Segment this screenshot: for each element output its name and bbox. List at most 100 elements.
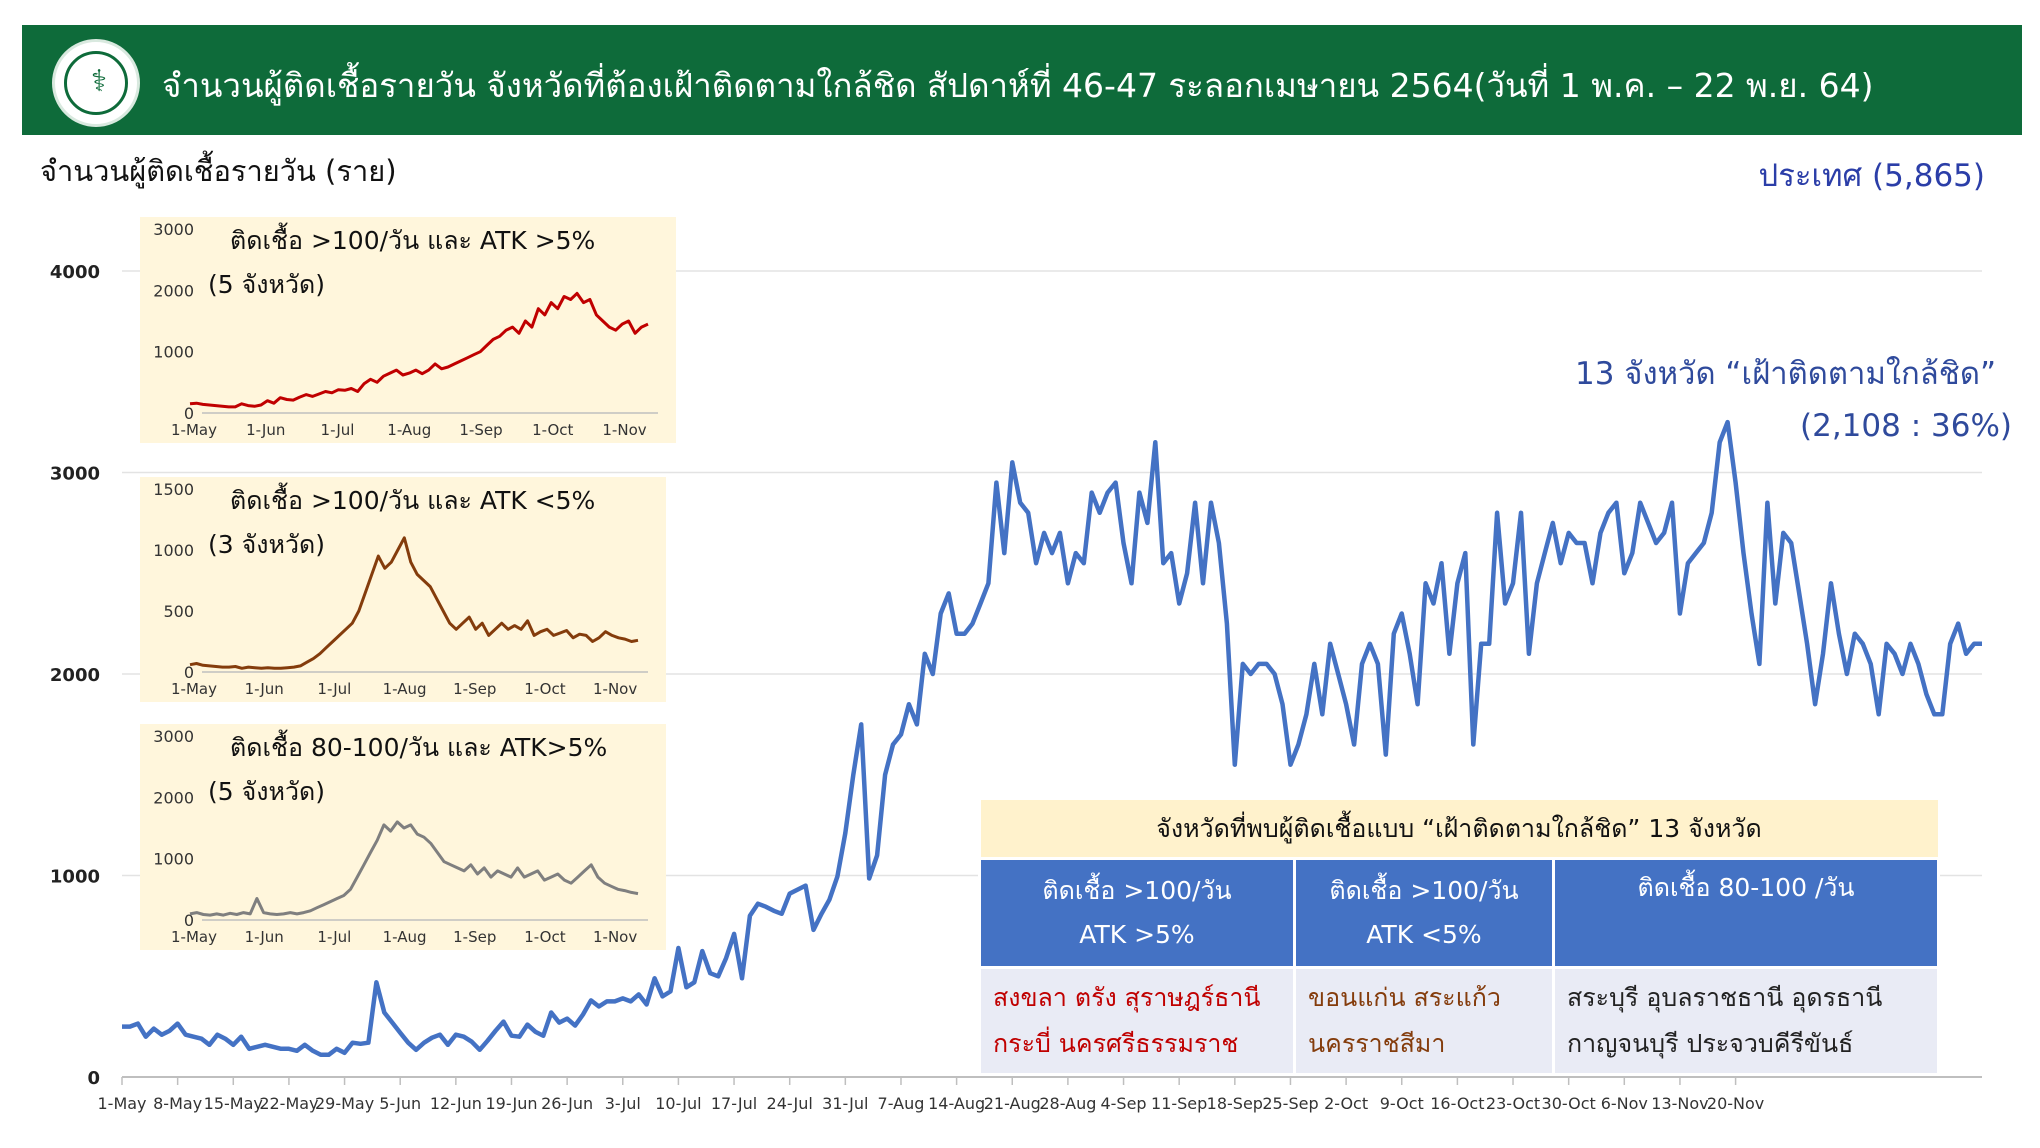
header-banner: ⚕ จำนวนผู้ติดเชื้อรายวัน จังหวัดที่ต้องเ… <box>22 25 2022 135</box>
table-cell-col1: สงขลา ตรัง สุราษฎร์ธานี กระบี่ นครศรีธรร… <box>978 966 1296 1076</box>
inset-x-tick-label: 1-Jun <box>245 928 284 946</box>
main-x-tick-label: 4-Sep <box>1100 1094 1146 1113</box>
table-header-col3: ติดเชื้อ 80-100 /วัน <box>1552 857 1940 969</box>
main-x-tick-label: 26-Jun <box>541 1094 593 1113</box>
main-x-tick-label: 3-Jul <box>605 1094 641 1113</box>
col1-head-line1: ติดเชื้อ >100/วัน <box>1042 876 1232 905</box>
main-x-tick-label: 1-May <box>97 1094 146 1113</box>
main-x-tick-label: 11-Sep <box>1151 1094 1207 1113</box>
inset-series-line <box>189 536 639 670</box>
main-x-tick-label: 14-Aug <box>928 1094 985 1113</box>
main-x-tick-label: 19-Jun <box>485 1094 537 1113</box>
main-x-tick-label: 12-Jun <box>430 1094 482 1113</box>
main-x-tick-label: 31-Jul <box>822 1094 868 1113</box>
main-x-tick-label: 20-Nov <box>1707 1094 1764 1113</box>
inset-x-tick-label: 1-Nov <box>593 680 637 698</box>
inset-x-tick-label: 1-Nov <box>593 928 637 946</box>
main-x-tick-label: 13-Nov <box>1651 1094 1708 1113</box>
inset-chart-atk-high: 0 1000 2000 3000 1-May 1-Jun 1-Jul 1-Aug 1-Sep 1-… <box>140 217 676 443</box>
main-x-tick-label: 2-Oct <box>1324 1094 1368 1113</box>
main-y-tick-label: 1000 <box>50 867 100 888</box>
main-x-tick-label: 30-Oct <box>1542 1094 1596 1113</box>
inset-chart-80-100: 0 1000 2000 3000 1-May 1-Jun 1-Jul 1-Aug 1-Sep 1-… <box>140 724 666 950</box>
main-x-tick-label: 15-May <box>204 1094 263 1113</box>
inset-series-line <box>189 291 649 409</box>
inset-x-tick-label: 1-Jun <box>246 421 285 439</box>
inset-x-tick-label: 1-Sep <box>459 421 502 439</box>
main-y-tick-label: 3000 <box>50 464 100 485</box>
inset-x-tick-label: 1-Jul <box>317 928 351 946</box>
inset-x-tick-label: 1-Jul <box>317 680 351 698</box>
inset-y-tick-label: 0 <box>184 404 194 423</box>
table-title: จังหวัดที่พบผู้ติดเชื้อแบบ “เฝ้าติดตามใก… <box>978 798 1940 860</box>
inset-x-tick-label: 1-Sep <box>453 680 496 698</box>
main-y-tick-label: 0 <box>87 1068 100 1089</box>
inset-y-tick-label: 1000 <box>153 343 194 362</box>
inset-x-tick-label: 1-Aug <box>387 421 431 439</box>
table-cell-col3: สระบุรี อุบลราชธานี อุดรธานี กาญจนบุรี ป… <box>1552 966 1940 1076</box>
province-table: จังหวัดที่พบผู้ติดเชื้อแบบ “เฝ้าติดตามใก… <box>978 798 1940 1076</box>
main-x-tick-label: 6-Nov <box>1601 1094 1648 1113</box>
inset-y-tick-label: 1000 <box>153 850 194 869</box>
inset-chart-atk-low: 0 500 1000 1500 1-May 1-Jun 1-Jul 1-Aug 1-Sep 1-O… <box>140 477 666 702</box>
inset-title: ติดเชื้อ >100/วัน และ ATK >5% <box>230 222 595 255</box>
main-x-tick-label: 17-Jul <box>711 1094 757 1113</box>
main-y-tick-label: 2000 <box>50 665 100 686</box>
main-x-tick-label: 22-May <box>259 1094 318 1113</box>
inset-title: ติดเชื้อ >100/วัน และ ATK <5% <box>230 482 595 515</box>
inset-x-tick-label: 1-Jun <box>245 680 284 698</box>
main-x-tick-label: 7-Aug <box>878 1094 925 1113</box>
inset-x-tick-label: 1-May <box>171 928 217 946</box>
main-x-tick-label: 23-Oct <box>1486 1094 1540 1113</box>
table-header-col2: ติดเชื้อ >100/วัน ATK <5% <box>1293 857 1555 969</box>
inset-subtitle: (3 จังหวัด) <box>208 530 325 559</box>
page-title: จำนวนผู้ติดเชื้อรายวัน จังหวัดที่ต้องเฝ้… <box>162 66 1874 105</box>
col1-head-line2: ATK >5% <box>1079 920 1195 949</box>
main-x-tick-label: 18-Sep <box>1207 1094 1263 1113</box>
inset-background <box>140 724 666 950</box>
inset-y-tick-label: 1000 <box>153 541 194 560</box>
inset-x-tick-label: 1-Oct <box>524 680 565 698</box>
inset-y-tick-label: 3000 <box>153 727 194 746</box>
col2-head-line2: ATK <5% <box>1366 920 1482 949</box>
inset-x-tick-label: 1-Nov <box>602 421 646 439</box>
inset-x-tick-label: 1-May <box>171 680 217 698</box>
country-total-label: ประเทศ (5,865) <box>1758 158 1985 194</box>
inset-x-tick-label: 1-May <box>171 421 217 439</box>
col2-line1: ขอนแก่น สระแก้ว <box>1308 983 1501 1012</box>
inset-x-tick-label: 1-Sep <box>453 928 496 946</box>
main-x-tick-label: 8-May <box>153 1094 202 1113</box>
inset-subtitle: (5 จังหวัด) <box>208 777 325 806</box>
inset-background <box>140 477 666 702</box>
col1-line1: สงขลา ตรัง สุราษฎร์ธานี <box>993 983 1261 1012</box>
annotation-provinces: 13 จังหวัด “เฝ้าติดตามใกล้ชิด” <box>1575 356 1997 392</box>
main-x-tick-label: 16-Oct <box>1430 1094 1484 1113</box>
main-y-tick-label: 4000 <box>50 262 100 283</box>
inset-title: ติดเชื้อ 80-100/วัน และ ATK>5% <box>230 729 607 762</box>
main-x-tick-label: 10-Jul <box>655 1094 701 1113</box>
col3-head-line1: ติดเชื้อ 80-100 /วัน <box>1637 873 1855 902</box>
inset-x-tick-label: 1-Oct <box>524 928 565 946</box>
ministry-seal-logo: ⚕ <box>52 39 140 127</box>
caduceus-icon: ⚕ <box>90 64 108 99</box>
col3-line2: กาญจนบุรี ประจวบคีรีขันธ์ <box>1567 1029 1854 1058</box>
main-x-tick-label: 29-May <box>315 1094 374 1113</box>
main-x-tick-label: 28-Aug <box>1039 1094 1096 1113</box>
col3-line1: สระบุรี อุบลราชธานี อุดรธานี <box>1567 983 1883 1012</box>
annotation-ratio: (2,108 : 36%) <box>1800 408 2012 444</box>
main-x-tick-label: 21-Aug <box>984 1094 1041 1113</box>
inset-y-tick-label: 500 <box>163 602 194 621</box>
main-x-tick-label: 24-Jul <box>767 1094 813 1113</box>
inset-y-tick-label: 1500 <box>153 480 194 499</box>
main-x-tick-label: 5-Jun <box>379 1094 421 1113</box>
inset-background <box>140 217 676 443</box>
table-cell-col2: ขอนแก่น สระแก้ว นครราชสีมา <box>1293 966 1555 1076</box>
seal-ring: ⚕ <box>64 51 128 115</box>
inset-y-tick-label: 3000 <box>153 220 194 239</box>
table-header-col1: ติดเชื้อ >100/วัน ATK >5% <box>978 857 1296 969</box>
inset-x-tick-label: 1-Jul <box>321 421 355 439</box>
main-series-line <box>122 419 1982 1058</box>
col2-line2: นครราชสีมา <box>1308 1029 1446 1058</box>
inset-x-tick-label: 1-Oct <box>532 421 573 439</box>
